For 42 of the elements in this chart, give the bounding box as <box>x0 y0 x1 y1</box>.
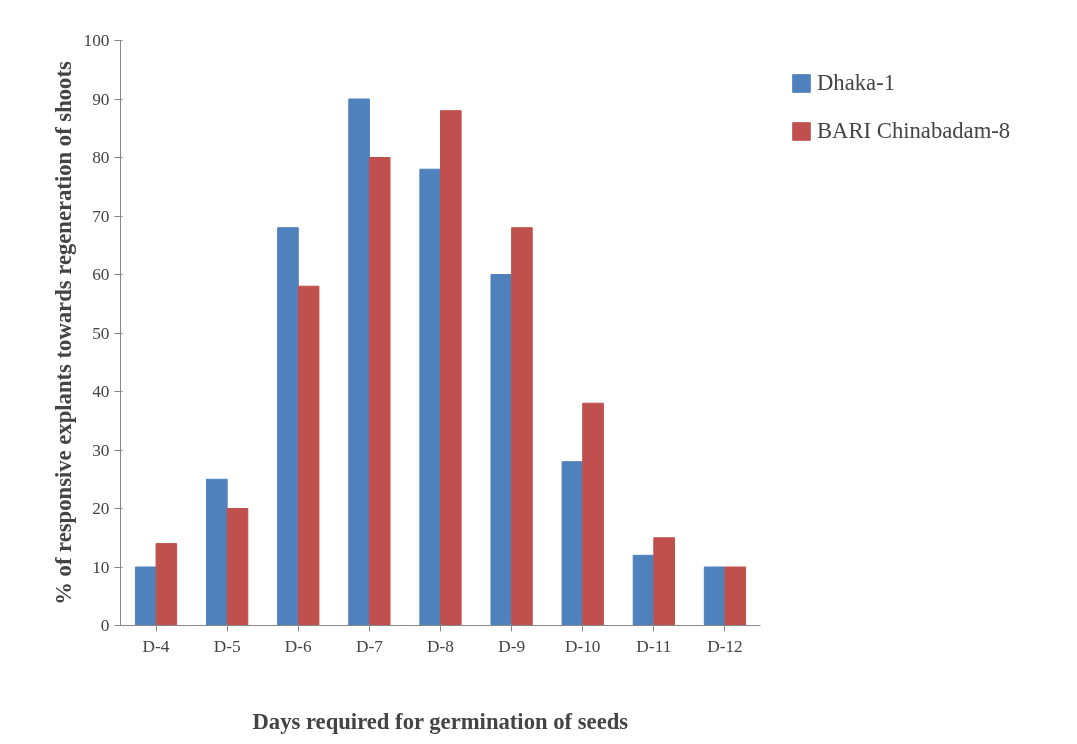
legend-label: Dhaka-1 <box>817 70 896 96</box>
bar <box>582 402 604 626</box>
bar <box>419 168 441 626</box>
y-tick-label: 0 <box>100 616 110 635</box>
bar <box>511 227 533 626</box>
bar <box>226 508 249 626</box>
bar <box>297 285 320 626</box>
x-tick-label: D-7 <box>355 636 384 656</box>
x-tick-label: D-5 <box>213 636 241 656</box>
bar <box>724 566 747 626</box>
y-tick-label: 40 <box>92 382 110 401</box>
x-tick-label: D-6 <box>284 636 313 656</box>
x-tick-label: D-11 <box>636 636 672 656</box>
y-tick-label: 50 <box>92 323 110 343</box>
bar <box>490 274 513 626</box>
x-tick-label: D-4 <box>142 636 170 656</box>
y-tick-label: 70 <box>92 206 110 226</box>
bar <box>440 110 462 626</box>
bar <box>703 566 726 626</box>
bar <box>134 566 157 626</box>
bar <box>277 227 299 626</box>
y-tick-label: 90 <box>92 89 110 109</box>
y-axis-title: % of responsive explants towards regeneration of shoots <box>50 61 76 605</box>
x-tick-label: D-12 <box>707 636 743 656</box>
bar <box>368 157 391 626</box>
bar <box>632 554 655 626</box>
bar <box>561 461 584 626</box>
x-tick-label: D-9 <box>498 636 526 656</box>
bar <box>206 478 228 626</box>
bar <box>653 537 675 626</box>
x-tick-label: D-10 <box>564 636 601 656</box>
x-axis-title: Days required for germination of seeds <box>252 708 629 734</box>
y-tick-label: 100 <box>83 31 110 50</box>
y-tick-label: 60 <box>92 265 110 284</box>
y-tick-label: 10 <box>92 557 110 577</box>
bar <box>348 98 370 626</box>
bar <box>155 543 178 626</box>
x-tick-label: D-8 <box>427 636 454 656</box>
y-tick-label: 80 <box>92 148 110 167</box>
legend-label: BARI Chinabadam-8 <box>817 118 1011 144</box>
y-tick-label: 20 <box>92 499 110 518</box>
y-tick-label: 30 <box>92 440 110 460</box>
